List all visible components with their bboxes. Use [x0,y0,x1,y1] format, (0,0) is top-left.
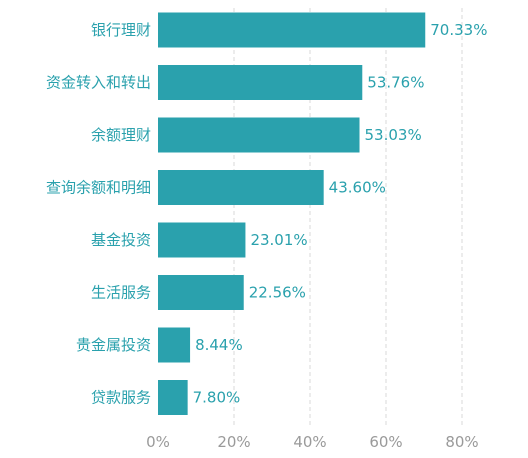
bar [158,12,426,48]
category-label: 基金投资 [91,231,151,249]
category-label: 余额理财 [91,126,151,144]
category-label: 贷款服务 [91,389,151,407]
category-label: 贵金属投资 [76,336,151,354]
category-label: 查询余额和明细 [46,179,151,197]
bar [158,65,363,100]
bar [158,222,246,258]
bar [158,327,191,363]
x-tick-label: 80% [445,433,478,451]
x-tick-label: 0% [146,433,170,451]
value-label: 23.01% [250,231,307,249]
bars [158,12,426,415]
labels: 0% 20% 40% 60% 80% 银行理财 70.33% 资金转入和转出 53.76% 余额理… [46,21,487,451]
value-label: 7.80% [193,389,241,407]
category-label: 生活服务 [91,284,151,302]
value-label: 43.60% [329,179,386,197]
category-label: 银行理财 [91,21,151,39]
value-label: 70.33% [430,21,487,39]
category-label: 资金转入和转出 [46,74,151,92]
value-label: 53.03% [365,126,422,144]
bar [158,275,244,310]
x-tick-label: 60% [369,433,402,451]
bar [158,380,188,415]
bar [158,117,360,153]
value-label: 8.44% [195,336,243,354]
bar [158,170,324,205]
value-label: 22.56% [249,284,306,302]
x-tick-label: 20% [217,433,250,451]
value-label: 53.76% [367,74,424,92]
x-tick-label: 40% [293,433,326,451]
